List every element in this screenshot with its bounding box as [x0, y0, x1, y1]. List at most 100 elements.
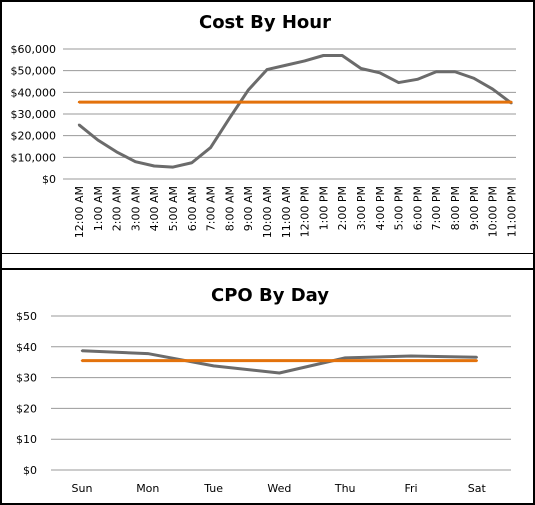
data-point: [209, 146, 212, 149]
data-point: [409, 359, 413, 362]
x-tick-label: Wed: [267, 482, 291, 495]
data-point: [435, 70, 438, 73]
chart-separator: [0, 254, 535, 269]
data-point: [322, 54, 325, 57]
data-point: [341, 54, 344, 57]
data-point: [190, 100, 193, 104]
data-point: [171, 165, 175, 169]
y-tick-label: $20,000: [11, 130, 57, 143]
data-point: [96, 100, 100, 104]
data-point: [284, 100, 287, 104]
data-point: [146, 359, 149, 362]
series-line: [78, 54, 513, 169]
x-tick-label: Mon: [136, 482, 159, 495]
data-point: [303, 100, 306, 104]
data-point: [378, 71, 381, 75]
y-tick-label: $40: [16, 341, 37, 354]
x-tick-label: 9:00 PM: [468, 186, 481, 230]
x-tick-label: 7:00 PM: [430, 186, 443, 230]
data-point: [96, 138, 100, 142]
x-tick-label: 4:00 PM: [374, 186, 387, 230]
data-point: [153, 100, 156, 104]
data-point: [153, 164, 156, 168]
x-tick-label: 3:00 AM: [129, 186, 142, 231]
y-tick-label: $10: [16, 433, 37, 446]
data-point: [284, 64, 287, 67]
y-tick-label: $0: [42, 173, 56, 186]
x-tick-label: 8:00 PM: [449, 186, 462, 230]
data-point: [453, 70, 457, 73]
x-tick-label: 5:00 AM: [167, 186, 180, 231]
x-tick-label: 6:00 PM: [411, 186, 424, 230]
data-point: [190, 161, 193, 164]
data-point: [265, 68, 269, 71]
data-point: [115, 150, 118, 154]
data-point: [228, 117, 231, 120]
chart-title: CPO By Day: [211, 285, 329, 306]
x-tick-label: Thu: [334, 482, 356, 495]
data-point: [278, 371, 281, 375]
data-point: [212, 359, 215, 362]
data-point: [341, 100, 344, 104]
x-tick-label: Sat: [468, 482, 487, 495]
x-tick-label: Tue: [203, 482, 223, 495]
data-point: [475, 359, 478, 362]
y-tick-label: $0: [23, 464, 37, 477]
x-tick-label: Fri: [404, 482, 417, 495]
y-tick-label: $20: [16, 402, 37, 415]
x-tick-label: 7:00 AM: [205, 186, 218, 231]
data-point: [472, 77, 475, 80]
cpo-by-day-chart: [0, 268, 535, 505]
data-point: [397, 100, 400, 104]
x-tick-label: 11:00 AM: [280, 186, 293, 238]
x-tick-label: Sun: [72, 482, 93, 495]
x-tick-label: 4:00 AM: [148, 186, 161, 231]
data-point: [453, 100, 457, 104]
data-point: [344, 356, 347, 360]
x-tick-label: 12:00 AM: [73, 186, 86, 238]
cpo-by-day-svg: CPO By Day $0 $10 $20 $30 $40 $50 Sun Mon Tue We…: [16, 285, 511, 495]
data-point: [510, 100, 513, 104]
x-tick-label: 10:00 PM: [487, 186, 500, 237]
data-point: [475, 356, 478, 359]
data-point: [80, 349, 84, 353]
x-tick-label: 2:00 AM: [111, 186, 124, 231]
y-tick-label: $60,000: [11, 43, 57, 56]
data-point: [303, 59, 306, 63]
data-point: [247, 100, 250, 104]
data-point: [416, 78, 419, 81]
y-tick-label: $50: [16, 310, 37, 323]
x-tick-label: 6:00 AM: [186, 186, 199, 231]
data-point: [435, 100, 438, 104]
data-point: [409, 354, 413, 358]
data-point: [491, 87, 494, 91]
data-point: [472, 100, 475, 104]
x-tick-label: 2:00 PM: [336, 186, 349, 230]
data-point: [416, 100, 419, 104]
data-point: [134, 160, 137, 163]
data-point: [378, 100, 381, 104]
cost-by-hour-svg: Cost By Hour $0 $10,000 $20,000 $30,000 $40,…: [11, 12, 519, 238]
x-tick-label: 10:00 AM: [261, 186, 274, 238]
x-tick-label: 1:00 PM: [317, 186, 330, 230]
data-point: [77, 123, 81, 127]
data-point: [115, 100, 118, 104]
data-point: [322, 100, 325, 104]
data-point: [134, 100, 137, 104]
y-tick-label: $10,000: [11, 151, 57, 164]
data-point: [209, 100, 212, 104]
data-point: [491, 100, 494, 104]
x-tick-label: 11:00 PM: [505, 186, 518, 237]
x-tick-label: 1:00 AM: [92, 186, 105, 231]
data-point: [171, 100, 175, 104]
chart-title: Cost By Hour: [199, 12, 331, 33]
y-tick-label: $40,000: [11, 86, 57, 99]
y-tick-label: $50,000: [11, 65, 57, 78]
x-tick-label: 3:00 PM: [355, 186, 368, 230]
cost-by-hour-chart: [0, 0, 535, 255]
data-point: [77, 100, 81, 104]
x-tick-label: 8:00 AM: [223, 186, 236, 231]
data-point: [397, 81, 400, 84]
data-point: [359, 67, 363, 70]
y-tick-label: $30: [16, 372, 37, 385]
